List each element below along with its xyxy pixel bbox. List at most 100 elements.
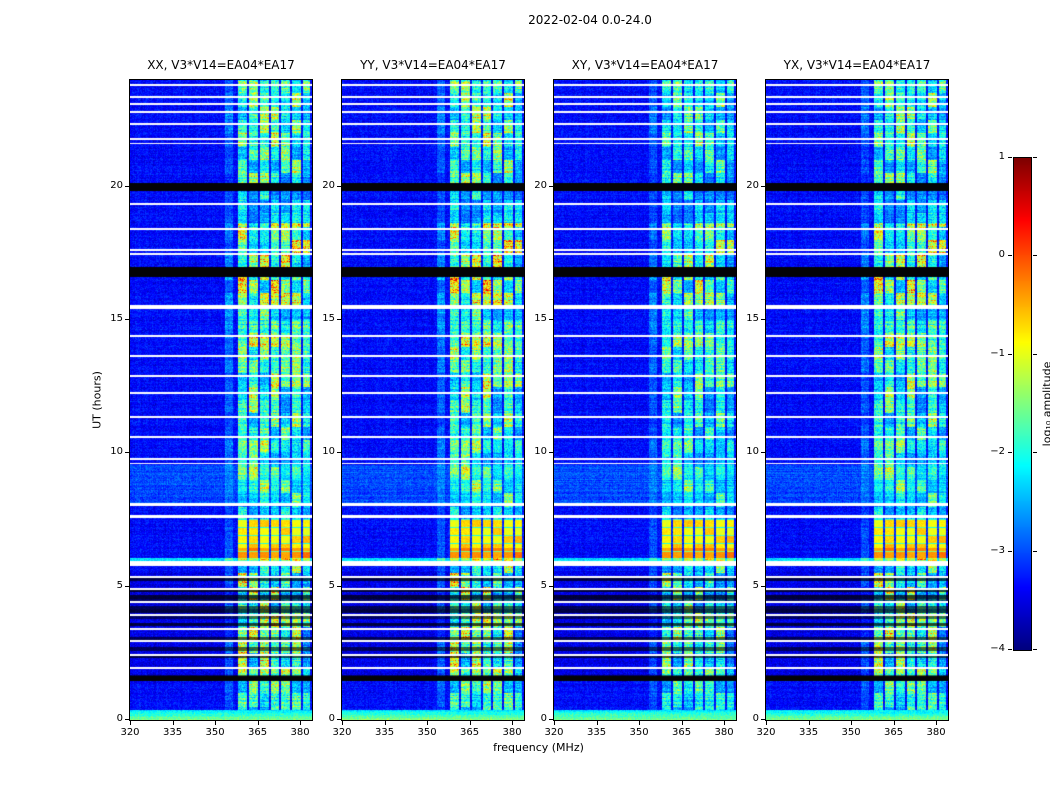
- x-tick-label: 350: [841, 727, 861, 738]
- colorbar-tick-mark: [1033, 157, 1037, 158]
- colorbar-tick-mark: [1008, 255, 1012, 257]
- x-tick-mark: [172, 721, 174, 725]
- y-tick-mark: [549, 585, 553, 587]
- x-tick-mark: [596, 721, 598, 725]
- x-tick-label: 350: [417, 727, 437, 738]
- y-tick-mark: [337, 452, 341, 454]
- x-axis-label: frequency (MHz): [493, 741, 584, 754]
- panel-title-xx: XX, V3*V14=EA04*EA17: [147, 58, 295, 72]
- x-tick-label: 365: [248, 727, 268, 738]
- colorbar-label: log₁₀ amplitude: [1040, 361, 1050, 447]
- x-tick-mark: [639, 721, 641, 725]
- x-tick-label: 335: [374, 727, 395, 738]
- x-tick-label: 350: [205, 727, 225, 738]
- y-tick-label: 0: [116, 713, 123, 724]
- x-tick-label: 365: [672, 727, 692, 738]
- y-tick-label: 5: [328, 579, 335, 591]
- y-tick-label: 0: [328, 713, 335, 724]
- x-tick-mark: [427, 721, 429, 725]
- x-tick-mark: [893, 721, 895, 725]
- x-tick-label: 320: [332, 727, 352, 738]
- colorbar-tick-label: −2: [990, 446, 1005, 458]
- colorbar-tick-mark: [1008, 157, 1012, 158]
- x-tick-mark: [681, 721, 683, 725]
- x-tick-label: 380: [502, 727, 522, 738]
- colorbar-gradient: [1014, 158, 1031, 650]
- x-tick-mark: [384, 721, 386, 725]
- y-tick-mark: [549, 719, 553, 720]
- y-tick-mark: [125, 585, 129, 587]
- colorbar-tick-mark: [1033, 550, 1037, 552]
- x-tick-label: 350: [629, 727, 649, 738]
- y-tick-mark: [125, 185, 129, 187]
- y-tick-mark: [337, 719, 341, 720]
- x-tick-label: 320: [756, 727, 776, 738]
- y-tick-mark: [125, 319, 129, 320]
- y-tick-label: 10: [534, 446, 547, 458]
- x-tick-mark: [130, 721, 131, 725]
- y-tick-label: 15: [534, 313, 547, 324]
- panel-title-xy: XY, V3*V14=EA04*EA17: [571, 58, 719, 72]
- y-tick-label: 20: [746, 179, 759, 191]
- y-tick-mark: [125, 719, 129, 720]
- y-tick-label: 5: [116, 579, 123, 591]
- x-tick-label: 380: [290, 727, 310, 738]
- spectrogram-xx: [130, 80, 312, 720]
- figure-title: 2022-02-04 0.0-24.0: [528, 13, 652, 27]
- colorbar-tick-mark: [1008, 649, 1012, 650]
- colorbar-frame: [1013, 157, 1032, 651]
- colorbar-tick-mark: [1033, 353, 1037, 355]
- x-tick-mark: [215, 721, 217, 725]
- y-tick-label: 5: [540, 579, 547, 591]
- y-tick-mark: [125, 452, 129, 454]
- x-tick-mark: [469, 721, 471, 725]
- colorbar-tick-mark: [1033, 649, 1037, 650]
- x-tick-mark: [808, 721, 810, 725]
- y-tick-label: 0: [752, 713, 759, 724]
- spectrogram-xy: [554, 80, 736, 720]
- colorbar-tick-mark: [1008, 550, 1012, 552]
- colorbar-tick-label: −4: [990, 643, 1005, 654]
- spectrogram-yy: [342, 80, 524, 720]
- colorbar-tick-mark: [1008, 353, 1012, 355]
- y-tick-mark: [761, 185, 765, 187]
- spectrogram-yx: [766, 80, 948, 720]
- x-tick-mark: [257, 721, 259, 725]
- colorbar-tick-mark: [1008, 452, 1012, 454]
- x-tick-label: 335: [798, 727, 819, 738]
- y-tick-label: 15: [322, 313, 335, 324]
- y-tick-label: 20: [534, 179, 547, 191]
- panel-frame-yx: [765, 79, 949, 721]
- x-tick-label: 320: [120, 727, 140, 738]
- x-tick-label: 335: [586, 727, 607, 738]
- y-tick-label: 15: [110, 313, 123, 324]
- y-tick-label: 15: [746, 313, 759, 324]
- panel-frame-xy: [553, 79, 737, 721]
- x-tick-mark: [724, 721, 726, 725]
- y-tick-label: 20: [110, 179, 123, 191]
- y-tick-mark: [337, 319, 341, 320]
- panel-title-yx: YX, V3*V14=EA04*EA17: [783, 58, 931, 72]
- x-tick-label: 380: [926, 727, 946, 738]
- x-tick-mark: [300, 721, 302, 725]
- y-tick-label: 20: [322, 179, 335, 191]
- colorbar-tick-label: −1: [990, 347, 1005, 359]
- x-tick-label: 380: [714, 727, 734, 738]
- y-tick-mark: [549, 185, 553, 187]
- x-tick-label: 320: [544, 727, 564, 738]
- colorbar-tick-label: 0: [998, 249, 1005, 261]
- y-tick-label: 10: [746, 446, 759, 458]
- y-tick-mark: [761, 319, 765, 320]
- x-tick-mark: [554, 721, 555, 725]
- colorbar-tick-label: −3: [990, 544, 1005, 556]
- panel-frame-xx: [129, 79, 313, 721]
- y-tick-mark: [337, 585, 341, 587]
- y-tick-label: 10: [110, 446, 123, 458]
- y-tick-label: 0: [540, 713, 547, 724]
- y-tick-mark: [549, 452, 553, 454]
- y-tick-label: 5: [752, 579, 759, 591]
- colorbar-tick-label: 1: [998, 151, 1005, 162]
- x-tick-label: 335: [162, 727, 183, 738]
- x-tick-mark: [766, 721, 767, 725]
